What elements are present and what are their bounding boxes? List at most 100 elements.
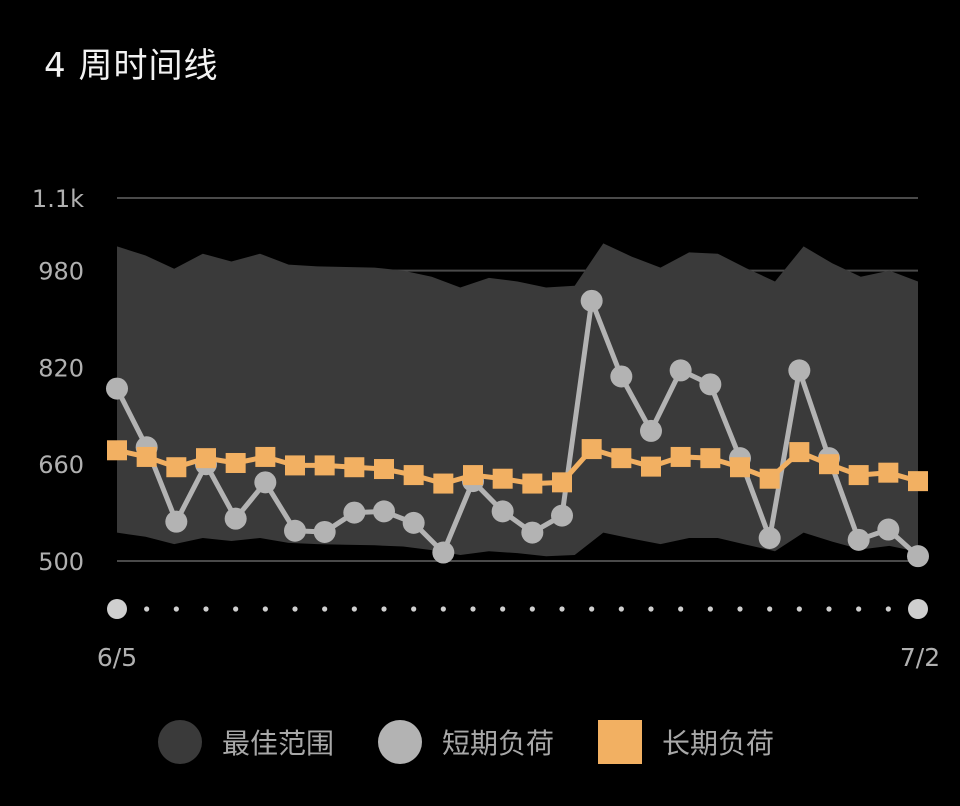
short-term-point: [373, 500, 395, 523]
date-dot: [440, 606, 446, 612]
short-term-point: [224, 507, 247, 530]
date-dot: [203, 606, 209, 612]
range-swatch-icon: [158, 720, 202, 764]
legend-label-range: 最佳范围: [222, 727, 335, 760]
long-term-series: [107, 439, 928, 494]
long-term-point: [641, 456, 661, 477]
load-timeline-chart: 6/5 7/2 500 660 820 980 1.1k: [32, 185, 940, 672]
long-term-point: [522, 473, 543, 494]
x-label-end: 7/2: [900, 643, 940, 672]
y-tick-label: 500: [38, 548, 84, 576]
long-term-point: [463, 465, 483, 486]
date-dot: [173, 606, 179, 612]
long-term-point: [314, 455, 335, 476]
long-term-point: [225, 452, 246, 473]
y-tick-label: 980: [38, 258, 84, 286]
date-dot: [529, 606, 535, 612]
date-dot: [500, 606, 506, 612]
long-term-point: [344, 457, 365, 478]
long-term-point: [819, 454, 839, 475]
long-term-point: [285, 455, 305, 476]
date-dot: [618, 606, 624, 612]
optimal-range-band: [117, 243, 918, 557]
long-term-point: [789, 442, 810, 463]
long-term-point: [166, 457, 187, 478]
short-term-point: [313, 520, 336, 543]
date-axis: 6/5 7/2: [97, 599, 940, 672]
short-term-swatch-icon: [378, 720, 423, 764]
short-term-point: [491, 500, 514, 523]
long-term-point: [908, 471, 928, 492]
short-term-point: [402, 511, 425, 534]
long-term-point: [196, 448, 216, 469]
short-term-point: [669, 359, 692, 382]
date-dot: [322, 606, 328, 612]
long-term-point: [700, 448, 721, 469]
date-dot: [648, 606, 654, 612]
date-dot: [233, 606, 239, 612]
date-dot: [796, 606, 802, 612]
date-dot: [826, 606, 832, 612]
optimal-range: [117, 243, 918, 557]
short-term-point: [640, 419, 662, 442]
long-term-point: [403, 465, 424, 486]
short-term-point: [165, 510, 188, 533]
y-tick-label: 820: [38, 354, 84, 382]
date-dot: [144, 606, 150, 612]
long-term-point: [374, 459, 394, 480]
short-term-point: [877, 518, 900, 541]
short-term-point: [343, 501, 366, 524]
y-tick-label: 660: [38, 451, 84, 479]
date-dot: [856, 606, 862, 612]
page-title: 4 周时间线: [44, 46, 219, 86]
long-term-point: [552, 472, 572, 493]
long-term-point: [878, 462, 899, 483]
long-term-line: [116, 446, 919, 487]
short-term-point: [432, 541, 455, 564]
y-tick-labels: 500 660 820 980 1.1k: [32, 185, 84, 576]
short-term-point: [610, 365, 633, 388]
date-dot: [470, 606, 476, 612]
short-term-point: [907, 545, 929, 568]
short-term-point: [580, 289, 603, 312]
legend-item-range: 最佳范围: [158, 720, 334, 764]
long-term-point: [107, 440, 127, 461]
date-dot: [381, 606, 387, 612]
long-term-point: [255, 446, 276, 467]
legend-item-short-term: 短期负荷: [378, 720, 554, 764]
date-dot: [678, 606, 684, 612]
legend-label-long-term: 长期负荷: [662, 727, 775, 760]
short-term-point: [551, 504, 573, 527]
long-term-point: [759, 468, 780, 489]
long-term-point: [670, 446, 691, 467]
date-dot: [767, 606, 773, 612]
x-label-start: 6/5: [97, 643, 137, 672]
short-term-point: [699, 373, 722, 396]
date-endpoint-dot: [908, 599, 928, 619]
long-term-point: [611, 448, 632, 469]
short-term-point: [788, 359, 811, 382]
short-term-point: [758, 527, 781, 550]
long-term-point: [730, 457, 750, 478]
date-dot: [351, 606, 357, 612]
y-tick-label: 1.1k: [32, 185, 84, 213]
short-term-point: [284, 519, 306, 542]
date-dot: [292, 606, 298, 612]
legend: 最佳范围 短期负荷 长期负荷: [158, 716, 818, 768]
long-term-swatch-icon: [598, 720, 643, 764]
date-endpoint-dot: [107, 599, 127, 619]
short-term-point: [106, 377, 128, 400]
date-dot: [411, 606, 417, 612]
date-dot: [589, 606, 595, 612]
date-dot: [737, 606, 743, 612]
short-term-point: [847, 528, 870, 551]
long-term-point: [492, 468, 513, 489]
long-term-point: [433, 473, 454, 494]
long-term-point: [581, 439, 602, 460]
short-term-point: [521, 521, 544, 544]
short-term-point: [254, 471, 277, 494]
date-dot: [262, 606, 268, 612]
legend-label-short-term: 短期负荷: [442, 727, 555, 760]
date-dot: [707, 606, 713, 612]
short-term-line: [114, 298, 920, 559]
